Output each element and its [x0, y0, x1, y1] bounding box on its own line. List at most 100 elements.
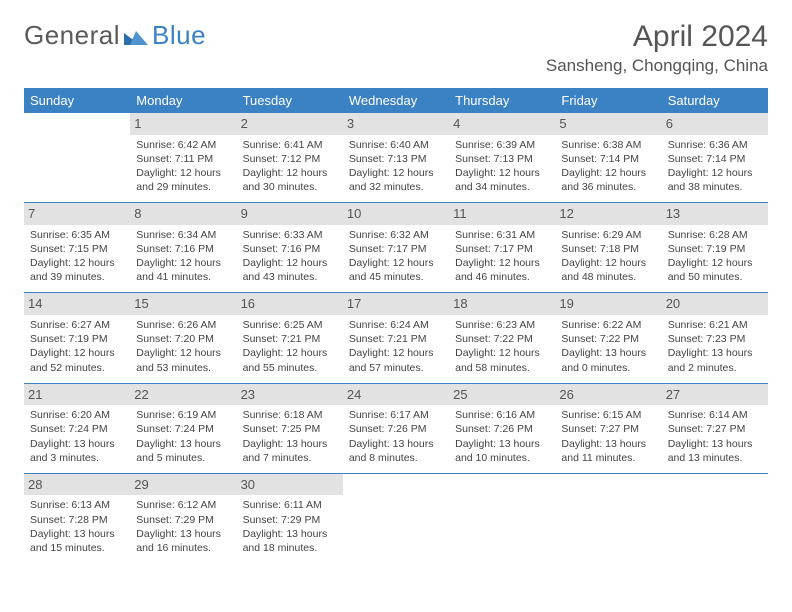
day-number: 18 [449, 293, 555, 315]
day-number: 13 [662, 203, 768, 225]
logo-mark-icon [124, 27, 150, 45]
day-info-line: and 10 minutes. [455, 451, 549, 465]
calendar-day-cell: 9Sunrise: 6:33 AMSunset: 7:16 PMDaylight… [237, 203, 343, 293]
day-info-line: Sunset: 7:24 PM [30, 422, 124, 436]
day-info-line: Sunrise: 6:12 AM [136, 498, 230, 512]
day-number: 24 [343, 384, 449, 406]
day-info-line: and 30 minutes. [243, 180, 337, 194]
day-info-line: and 11 minutes. [561, 451, 655, 465]
calendar-day-cell: 18Sunrise: 6:23 AMSunset: 7:22 PMDayligh… [449, 293, 555, 383]
day-info-line: Sunrise: 6:21 AM [668, 318, 762, 332]
day-info-line: and 45 minutes. [349, 270, 443, 284]
day-info-line: Sunset: 7:14 PM [668, 152, 762, 166]
weekday-header: Thursday [449, 88, 555, 113]
day-number: 4 [449, 113, 555, 135]
location-text: Sansheng, Chongqing, China [546, 56, 768, 76]
day-info-line: Sunset: 7:11 PM [136, 152, 230, 166]
calendar-day-cell: 29 Sunrise: 6:12 AMSunset: 7:29 PMDayligh… [130, 473, 236, 563]
day-number: 28 [24, 474, 130, 496]
day-info-line: Sunrise: 6:14 AM [668, 408, 762, 422]
calendar-week-row: 7Sunrise: 6:35 AMSunset: 7:15 PMDaylight… [24, 203, 768, 293]
day-info-line: Sunset: 7:19 PM [30, 332, 124, 346]
logo: General Blue [24, 20, 206, 51]
day-info-line: Daylight: 12 hours [455, 346, 549, 360]
calendar-day-cell: 12Sunrise: 6:29 AMSunset: 7:18 PMDayligh… [555, 203, 661, 293]
header: General Blue April 2024 Sansheng, Chongq… [24, 20, 768, 76]
day-info-line: Sunset: 7:20 PM [136, 332, 230, 346]
day-info-line: Sunset: 7:14 PM [561, 152, 655, 166]
day-info-line: and 34 minutes. [455, 180, 549, 194]
day-info-line: Daylight: 13 hours [30, 437, 124, 451]
day-info-line: Daylight: 12 hours [349, 256, 443, 270]
day-info-line: and 38 minutes. [668, 180, 762, 194]
day-info-line: Daylight: 12 hours [243, 346, 337, 360]
day-number: 1 [130, 113, 236, 135]
day-info-line: and 16 minutes. [136, 541, 230, 555]
day-info-line: Sunset: 7:26 PM [455, 422, 549, 436]
calendar-day-cell: 15Sunrise: 6:26 AMSunset: 7:20 PMDayligh… [130, 293, 236, 383]
calendar-day-cell: 4Sunrise: 6:39 AMSunset: 7:13 PMDaylight… [449, 113, 555, 203]
day-info-line: Sunset: 7:24 PM [136, 422, 230, 436]
day-info-line: Sunset: 7:17 PM [455, 242, 549, 256]
day-info-line: Sunrise: 6:38 AM [561, 138, 655, 152]
day-info-line: Sunrise: 6:26 AM [136, 318, 230, 332]
day-info-line: and 13 minutes. [668, 451, 762, 465]
day-number: 19 [555, 293, 661, 315]
calendar-day-cell: 6Sunrise: 6:36 AMSunset: 7:14 PMDaylight… [662, 113, 768, 203]
calendar-week-row: 21Sunrise: 6:20 AMSunset: 7:24 PMDayligh… [24, 383, 768, 473]
calendar-day-cell [24, 113, 130, 203]
calendar-week-row: 14Sunrise: 6:27 AMSunset: 7:19 PMDayligh… [24, 293, 768, 383]
day-number: 29 [130, 474, 236, 496]
day-info-line: Daylight: 13 hours [136, 527, 230, 541]
calendar-day-cell: 27Sunrise: 6:14 AMSunset: 7:27 PMDayligh… [662, 383, 768, 473]
day-info-line: and 15 minutes. [30, 541, 124, 555]
day-number: 30 [237, 474, 343, 496]
calendar-day-cell: 22Sunrise: 6:19 AMSunset: 7:24 PMDayligh… [130, 383, 236, 473]
day-info-line: Sunrise: 6:15 AM [561, 408, 655, 422]
day-info-line: and 7 minutes. [243, 451, 337, 465]
day-info-line: Sunrise: 6:23 AM [455, 318, 549, 332]
day-info-line: and 57 minutes. [349, 361, 443, 375]
day-info-line: Daylight: 12 hours [668, 166, 762, 180]
day-info-line: Daylight: 13 hours [561, 437, 655, 451]
calendar-day-cell: 8Sunrise: 6:34 AMSunset: 7:16 PMDaylight… [130, 203, 236, 293]
day-info-line: Sunset: 7:21 PM [349, 332, 443, 346]
day-number: 20 [662, 293, 768, 315]
weekday-header: Wednesday [343, 88, 449, 113]
day-info-line: Daylight: 13 hours [30, 527, 124, 541]
calendar-day-cell: 7Sunrise: 6:35 AMSunset: 7:15 PMDaylight… [24, 203, 130, 293]
calendar-day-cell [555, 473, 661, 563]
day-info-line: Sunrise: 6:42 AM [136, 138, 230, 152]
day-info-line: Sunset: 7:29 PM [136, 513, 230, 527]
day-info-line: Sunrise: 6:39 AM [455, 138, 549, 152]
calendar-day-cell: 20Sunrise: 6:21 AMSunset: 7:23 PMDayligh… [662, 293, 768, 383]
day-info-line: Daylight: 12 hours [243, 256, 337, 270]
title-block: April 2024 Sansheng, Chongqing, China [546, 20, 768, 76]
calendar-day-cell: 30Sunrise: 6:11 AMSunset: 7:29 PMDayligh… [237, 473, 343, 563]
day-info-line: Sunrise: 6:28 AM [668, 228, 762, 242]
day-info-line: and 52 minutes. [30, 361, 124, 375]
day-info-line: and 8 minutes. [349, 451, 443, 465]
day-info-line: Daylight: 13 hours [243, 437, 337, 451]
day-info-line: Daylight: 12 hours [455, 256, 549, 270]
day-info-line: Sunrise: 6:34 AM [136, 228, 230, 242]
weekday-header: Monday [130, 88, 236, 113]
day-number: 5 [555, 113, 661, 135]
day-info-line: Daylight: 13 hours [349, 437, 443, 451]
logo-text-blue: Blue [152, 20, 206, 51]
day-info-line: Sunrise: 6:27 AM [30, 318, 124, 332]
day-info-line: Sunset: 7:23 PM [668, 332, 762, 346]
day-info-line: Sunrise: 6:24 AM [349, 318, 443, 332]
day-info-line: Sunrise: 6:20 AM [30, 408, 124, 422]
day-info-line: Daylight: 12 hours [668, 256, 762, 270]
day-info-line: Sunset: 7:16 PM [243, 242, 337, 256]
day-number: 12 [555, 203, 661, 225]
day-number: 8 [130, 203, 236, 225]
day-info-line: Sunrise: 6:18 AM [243, 408, 337, 422]
day-number: 16 [237, 293, 343, 315]
day-info-line: and 55 minutes. [243, 361, 337, 375]
day-info-line: and 29 minutes. [136, 180, 230, 194]
day-number: 3 [343, 113, 449, 135]
calendar-day-cell: 23Sunrise: 6:18 AMSunset: 7:25 PMDayligh… [237, 383, 343, 473]
day-info-line: Sunrise: 6:22 AM [561, 318, 655, 332]
